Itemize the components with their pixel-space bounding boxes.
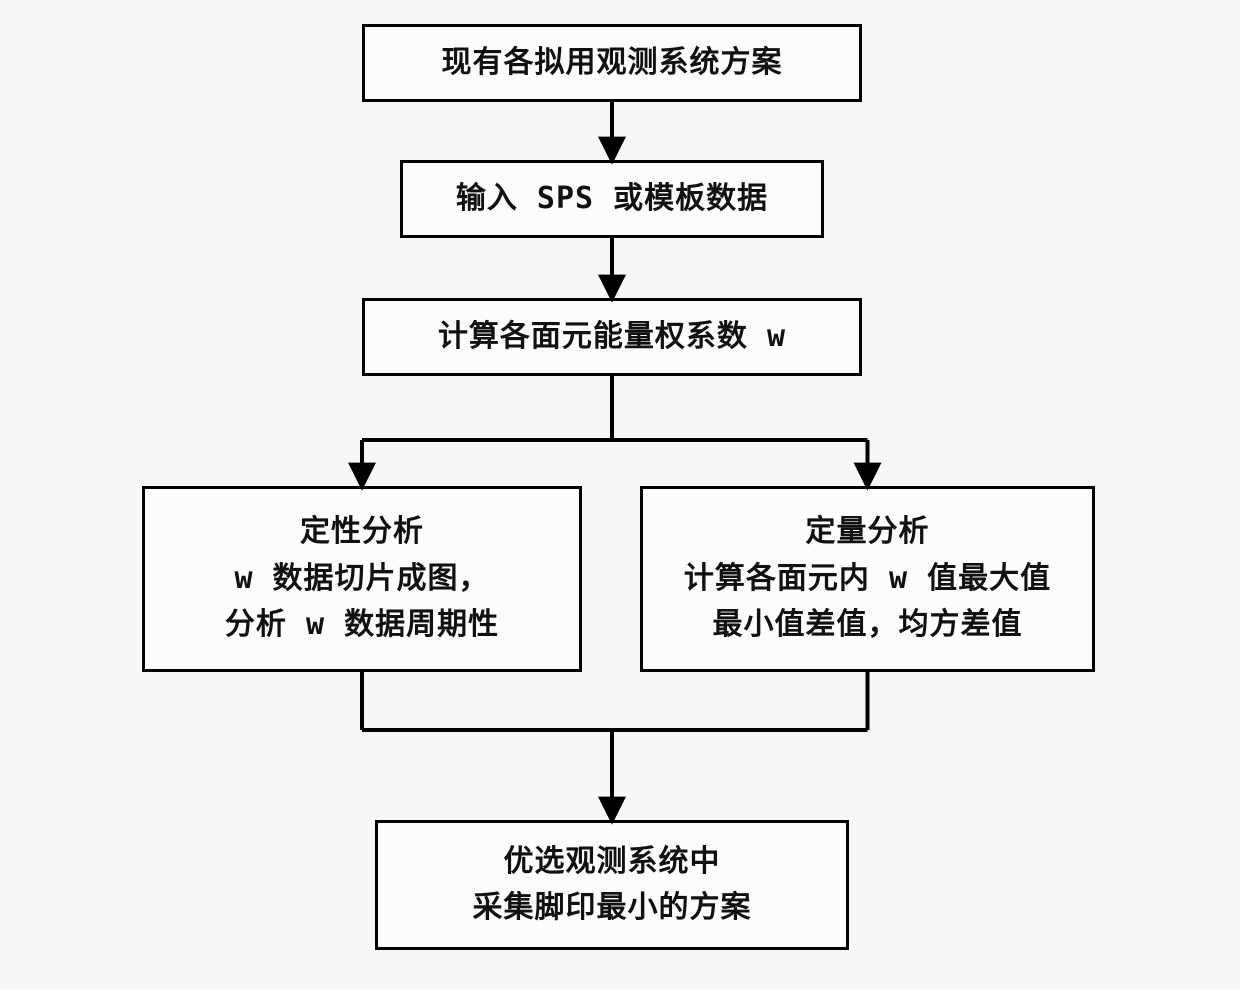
node-line: 输入 SPS 或模板数据 — [456, 176, 768, 223]
node-line: 采集脚印最小的方案 — [473, 885, 752, 932]
node-qualitative-analysis: 定性分析 w 数据切片成图， 分析 w 数据周期性 — [142, 486, 582, 672]
node-line: 定量分析 — [806, 509, 930, 556]
node-line: 最小值差值，均方差值 — [713, 602, 1023, 649]
node-line: 分析 w 数据周期性 — [225, 602, 499, 649]
node-existing-schemes: 现有各拟用观测系统方案 — [362, 24, 862, 102]
node-compute-w: 计算各面元能量权系数 w — [362, 298, 862, 376]
node-line: 计算各面元能量权系数 w — [438, 314, 786, 361]
flowchart-canvas: 现有各拟用观测系统方案 输入 SPS 或模板数据 计算各面元能量权系数 w 定性… — [0, 0, 1240, 989]
node-line: 现有各拟用观测系统方案 — [442, 40, 783, 87]
node-line: 优选观测系统中 — [504, 839, 721, 886]
node-input-sps: 输入 SPS 或模板数据 — [400, 160, 824, 238]
node-line: w 数据切片成图， — [234, 556, 489, 603]
node-select-best: 优选观测系统中 采集脚印最小的方案 — [375, 820, 849, 950]
node-line: 计算各面元内 w 值最大值 — [684, 556, 1051, 603]
node-line: 定性分析 — [300, 509, 424, 556]
node-quantitative-analysis: 定量分析 计算各面元内 w 值最大值 最小值差值，均方差值 — [640, 486, 1095, 672]
